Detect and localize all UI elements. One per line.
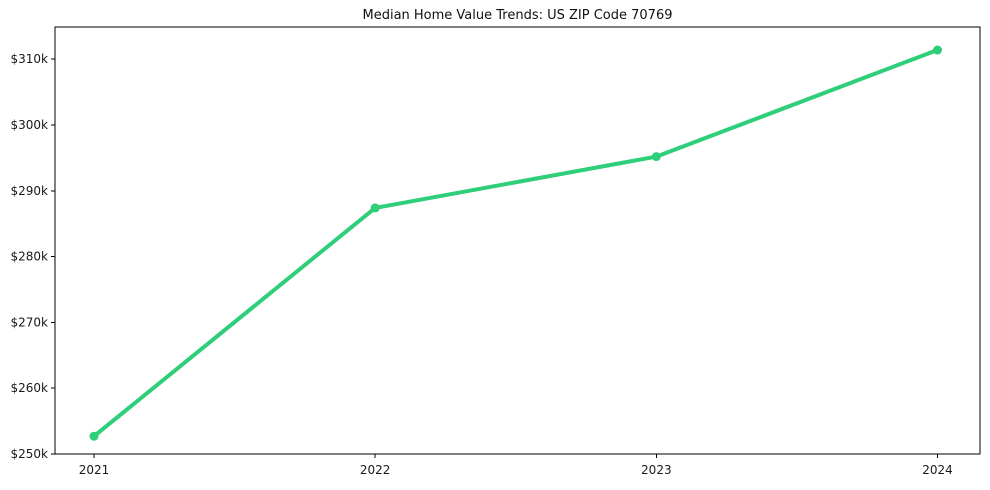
data-point-marker (89, 431, 99, 441)
y-tick-label: $260k (11, 381, 49, 395)
x-tick-label: 2024 (922, 463, 953, 477)
y-tick-label: $250k (11, 447, 49, 461)
x-tick-label: 2022 (360, 463, 391, 477)
data-point-marker (370, 203, 380, 213)
trend-line (92, 48, 940, 439)
x-tick-label: 2021 (79, 463, 110, 477)
y-tick-label: $280k (11, 250, 49, 264)
plot-border (54, 26, 981, 455)
data-point-marker (651, 152, 661, 162)
y-tick-label: $290k (11, 184, 49, 198)
y-tick-label: $270k (11, 315, 49, 329)
data-point-marker (933, 45, 942, 55)
y-tick-label: $300k (11, 118, 49, 132)
chart-title: Median Home Value Trends: US ZIP Code 70… (362, 8, 673, 23)
y-tick-label: $310k (11, 52, 49, 66)
x-tick-label: 2023 (641, 463, 672, 477)
